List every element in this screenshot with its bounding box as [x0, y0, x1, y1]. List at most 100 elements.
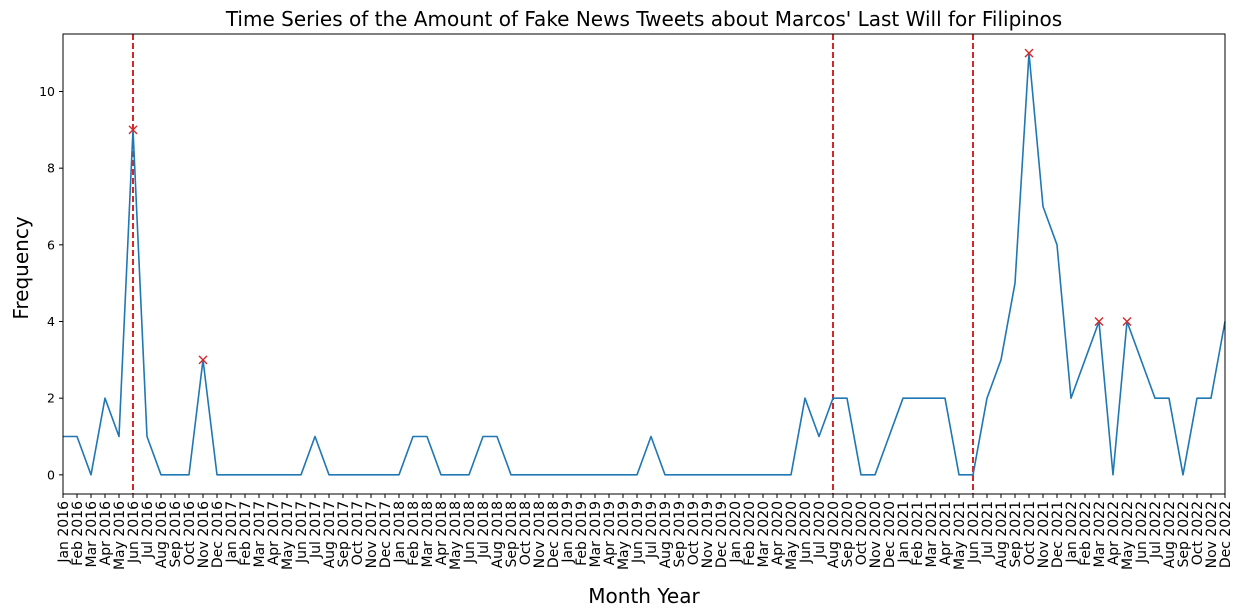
x-tick-label: Sep 2021	[1008, 501, 1024, 567]
series-line	[63, 52, 1226, 476]
y-tick-label: 0	[47, 467, 55, 482]
x-tick-label: Nov 2018	[532, 501, 548, 568]
x-axis-label: Month Year	[588, 584, 700, 608]
x-tick-label: Mar 2022	[1092, 501, 1108, 568]
x-tick-label: Apr 2022	[1106, 501, 1122, 565]
peak-marker	[1024, 48, 1034, 58]
x-tick-label: Feb 2021	[910, 501, 926, 566]
x-tick-label: Mar 2017	[252, 501, 268, 568]
x-tick-label: May 2017	[280, 501, 296, 570]
x-tick-label: Jul 2022	[1148, 501, 1164, 559]
x-tick-label: Nov 2019	[700, 501, 716, 568]
peak-marker	[1094, 317, 1104, 326]
x-tick-label: May 2019	[616, 501, 632, 570]
x-tick-label: Jan 2017	[224, 501, 240, 564]
x-tick-label: Feb 2020	[742, 501, 758, 566]
x-tick-label: Nov 2017	[364, 501, 380, 568]
x-tick-label: Sep 2022	[1176, 501, 1192, 567]
x-tick-label: Aug 2022	[1162, 501, 1178, 568]
x-tick-label: Aug 2019	[658, 501, 674, 568]
x-tick-label: Sep 2019	[672, 501, 688, 567]
x-tick-label: Jul 2019	[644, 501, 660, 559]
x-tick-label: Jun 2019	[630, 501, 646, 564]
x-tick-label: Mar 2016	[84, 501, 100, 568]
x-tick-label: Aug 2020	[826, 501, 842, 568]
peak-marker	[198, 355, 208, 365]
plot-frame	[62, 33, 1226, 495]
y-tick-label: 4	[47, 314, 55, 329]
peak-marker	[1122, 317, 1132, 326]
x-tick-label: May 2021	[952, 501, 968, 570]
x-tick-label: May 2022	[1120, 501, 1136, 570]
x-tick-label: Jan 2022	[1064, 501, 1080, 564]
y-tick-label: 8	[47, 161, 55, 176]
x-tick-label: Dec 2019	[714, 501, 730, 568]
x-tick-label: Mar 2019	[588, 501, 604, 568]
x-tick-label: Dec 2022	[1218, 501, 1234, 568]
x-tick-label: Sep 2016	[168, 501, 184, 568]
peak-marker	[128, 125, 138, 135]
x-tick-label: Apr 2017	[266, 501, 282, 565]
x-tick-label: Nov 2020	[868, 501, 884, 568]
x-tick-label: Jul 2020	[812, 501, 828, 559]
x-tick-label: Nov 2021	[1036, 501, 1052, 568]
x-tick-label: Mar 2018	[420, 501, 436, 568]
x-tick-label: Sep 2018	[504, 501, 520, 567]
x-tick-label: Feb 2016	[70, 501, 86, 566]
x-tick-label: Oct 2016	[182, 501, 198, 565]
x-tick-label: Jan 2021	[896, 501, 912, 564]
x-tick-label: Jan 2016	[56, 501, 72, 564]
x-tick-label: Jun 2018	[462, 501, 478, 564]
x-tick-label: Dec 2020	[882, 501, 898, 568]
x-tick-label: Oct 2019	[686, 501, 702, 565]
x-tick-label: Aug 2021	[994, 501, 1010, 568]
x-tick-label: Jun 2021	[966, 501, 982, 564]
x-tick-label: Apr 2021	[938, 501, 954, 565]
x-tick-label: Apr 2018	[434, 501, 450, 565]
x-tick-label: Dec 2017	[378, 501, 394, 568]
x-tick-label: Jan 2019	[560, 501, 576, 564]
x-tick-label: Jun 2017	[294, 501, 310, 564]
x-tick-label: Jul 2017	[308, 501, 324, 559]
x-tick-label: Oct 2018	[518, 501, 534, 565]
x-tick-label: Feb 2019	[574, 501, 590, 566]
x-tick-label: Nov 2022	[1204, 501, 1220, 568]
x-tick-label: Feb 2022	[1078, 501, 1094, 566]
plot-area	[63, 34, 1226, 494]
x-tick-label: Dec 2018	[546, 501, 562, 568]
x-tick-label: Oct 2020	[854, 501, 870, 565]
chart-title: Time Series of the Amount of Fake News T…	[225, 7, 1062, 31]
x-tick-label: Aug 2017	[322, 501, 338, 568]
x-tick-label: Oct 2021	[1022, 501, 1038, 565]
y-tick-label: 6	[47, 237, 55, 252]
x-tick-label: Aug 2016	[154, 501, 170, 569]
y-axis-label: Frequency	[9, 216, 33, 319]
x-tick-label: Mar 2021	[924, 501, 940, 568]
x-tick-label: Apr 2019	[602, 501, 618, 565]
x-tick-label: Oct 2022	[1190, 501, 1206, 565]
y-tick-label: 10	[39, 84, 55, 99]
x-tick-label: Sep 2020	[840, 501, 856, 567]
x-tick-label: Nov 2016	[196, 501, 212, 568]
x-tick-label: Apr 2020	[770, 501, 786, 565]
x-tick-label: Dec 2016	[210, 501, 226, 568]
x-tick-label: Aug 2018	[490, 501, 506, 568]
x-tick-label: Jan 2020	[728, 501, 744, 564]
x-tick-label: Oct 2017	[350, 501, 366, 565]
y-tick-label: 2	[47, 391, 55, 406]
x-tick-label: May 2018	[448, 501, 464, 570]
x-tick-label: Jun 2016	[126, 501, 142, 564]
x-tick-label: Dec 2021	[1050, 501, 1066, 568]
x-tick-label: May 2016	[112, 501, 128, 570]
x-tick-label: Jul 2016	[140, 501, 156, 559]
x-tick-label: Jul 2018	[476, 501, 492, 559]
x-tick-label: Apr 2016	[98, 501, 114, 565]
x-tick-label: Jun 2022	[1134, 501, 1150, 564]
x-tick-label: Sep 2017	[336, 501, 352, 567]
x-tick-label: Jan 2018	[392, 501, 408, 564]
x-tick-label: Jul 2021	[980, 501, 996, 559]
x-tick-label: Feb 2017	[238, 501, 254, 566]
x-tick-label: Feb 2018	[406, 501, 422, 566]
x-tick-label: May 2020	[784, 501, 800, 570]
